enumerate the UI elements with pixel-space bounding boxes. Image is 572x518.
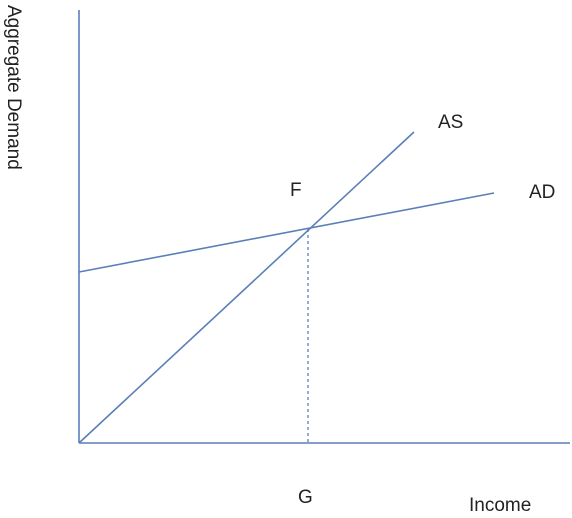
equilibrium-income-label: G [298, 487, 313, 508]
as-label: AS [438, 112, 464, 133]
as-curve [78, 131, 415, 444]
y-axis-label: Aggregate Demand [3, 5, 24, 170]
ad-label: AD [529, 182, 556, 203]
equilibrium-point-label: F [290, 180, 302, 201]
ad-curve [78, 192, 495, 273]
x-axis-label: Income [469, 495, 532, 516]
